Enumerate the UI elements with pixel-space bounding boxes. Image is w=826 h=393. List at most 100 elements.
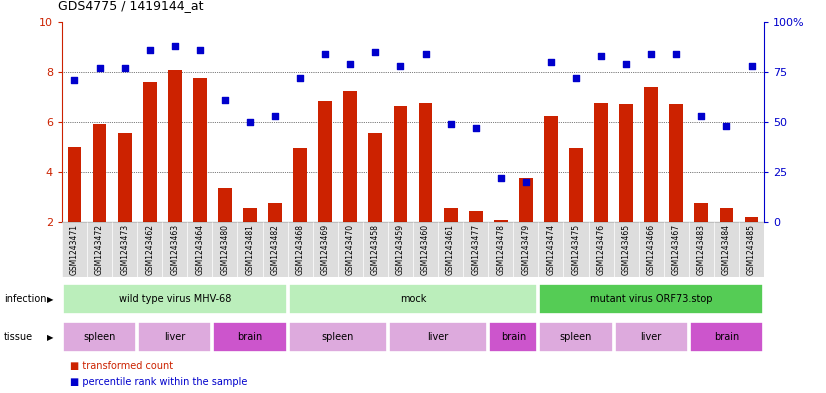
Bar: [218, 188, 232, 222]
Bar: [193, 78, 206, 222]
Bar: [544, 116, 558, 222]
Point: [644, 51, 657, 57]
Text: GSM1243471: GSM1243471: [70, 224, 79, 275]
Text: ■ transformed count: ■ transformed count: [70, 362, 173, 371]
Bar: [494, 220, 508, 222]
Text: GSM1243483: GSM1243483: [697, 224, 706, 275]
Text: GSM1243465: GSM1243465: [622, 224, 630, 275]
Bar: [744, 217, 758, 222]
Text: GSM1243461: GSM1243461: [446, 224, 455, 275]
Point: [244, 119, 257, 125]
Text: GSM1243460: GSM1243460: [421, 224, 430, 275]
Bar: [689, 222, 714, 277]
Point: [293, 75, 306, 81]
Text: GSM1243476: GSM1243476: [596, 224, 605, 275]
Text: GSM1243464: GSM1243464: [196, 224, 204, 275]
Bar: [344, 90, 357, 222]
Point: [719, 123, 733, 129]
Bar: [137, 222, 162, 277]
Text: GSM1243467: GSM1243467: [672, 224, 681, 275]
Point: [93, 64, 107, 71]
Point: [670, 51, 683, 57]
Bar: [615, 322, 688, 353]
Bar: [539, 222, 563, 277]
Bar: [638, 222, 664, 277]
Text: GSM1243458: GSM1243458: [371, 224, 380, 275]
Bar: [594, 103, 608, 222]
Point: [143, 46, 156, 53]
Bar: [669, 104, 683, 222]
Text: mock: mock: [400, 294, 426, 304]
Text: GSM1243459: GSM1243459: [396, 224, 405, 275]
Text: GSM1243478: GSM1243478: [496, 224, 506, 275]
Text: GSM1243485: GSM1243485: [747, 224, 756, 275]
Bar: [489, 322, 538, 353]
Bar: [388, 222, 413, 277]
Point: [695, 113, 708, 119]
Text: liver: liver: [164, 332, 185, 342]
Text: spleen: spleen: [560, 332, 592, 342]
Point: [595, 53, 608, 59]
Bar: [213, 322, 287, 353]
Bar: [268, 203, 282, 222]
Text: GSM1243472: GSM1243472: [95, 224, 104, 275]
Bar: [463, 222, 488, 277]
Text: tissue: tissue: [4, 332, 33, 342]
Text: ■ percentile rank within the sample: ■ percentile rank within the sample: [70, 377, 248, 387]
Point: [368, 48, 382, 55]
Text: GSM1243475: GSM1243475: [572, 224, 581, 275]
Bar: [620, 104, 633, 222]
Bar: [413, 222, 438, 277]
Text: wild type virus MHV-68: wild type virus MHV-68: [119, 294, 231, 304]
Bar: [539, 322, 613, 353]
Bar: [243, 208, 257, 222]
Bar: [112, 222, 137, 277]
Bar: [118, 133, 131, 222]
Text: GSM1243479: GSM1243479: [521, 224, 530, 275]
Bar: [143, 82, 157, 222]
Bar: [293, 148, 307, 222]
Text: GSM1243473: GSM1243473: [120, 224, 129, 275]
Bar: [469, 211, 482, 222]
Point: [118, 64, 131, 71]
Point: [419, 51, 432, 57]
Bar: [93, 124, 107, 222]
Bar: [614, 222, 638, 277]
Bar: [168, 70, 182, 222]
Point: [218, 97, 231, 103]
Point: [520, 179, 533, 185]
Bar: [393, 106, 407, 222]
Point: [169, 42, 182, 49]
Bar: [588, 222, 614, 277]
Bar: [63, 284, 287, 314]
Text: GSM1243468: GSM1243468: [296, 224, 305, 275]
Point: [444, 121, 458, 127]
Bar: [68, 147, 82, 222]
Bar: [368, 133, 382, 222]
Point: [344, 61, 357, 67]
Bar: [338, 222, 363, 277]
Text: ▶: ▶: [47, 333, 54, 342]
Text: brain: brain: [714, 332, 739, 342]
Bar: [444, 208, 458, 222]
Bar: [238, 222, 263, 277]
Text: brain: brain: [237, 332, 263, 342]
Bar: [695, 203, 708, 222]
Bar: [438, 222, 463, 277]
Bar: [363, 222, 388, 277]
Bar: [288, 284, 538, 314]
Point: [569, 75, 582, 81]
Bar: [419, 103, 433, 222]
Point: [544, 59, 558, 65]
Bar: [569, 148, 583, 222]
Text: GSM1243463: GSM1243463: [170, 224, 179, 275]
Text: GSM1243484: GSM1243484: [722, 224, 731, 275]
Bar: [563, 222, 588, 277]
Text: mutant virus ORF73.stop: mutant virus ORF73.stop: [590, 294, 713, 304]
Point: [268, 113, 282, 119]
Text: spleen: spleen: [83, 332, 116, 342]
Text: GSM1243466: GSM1243466: [647, 224, 656, 275]
Bar: [389, 322, 487, 353]
Bar: [263, 222, 287, 277]
Point: [394, 62, 407, 69]
